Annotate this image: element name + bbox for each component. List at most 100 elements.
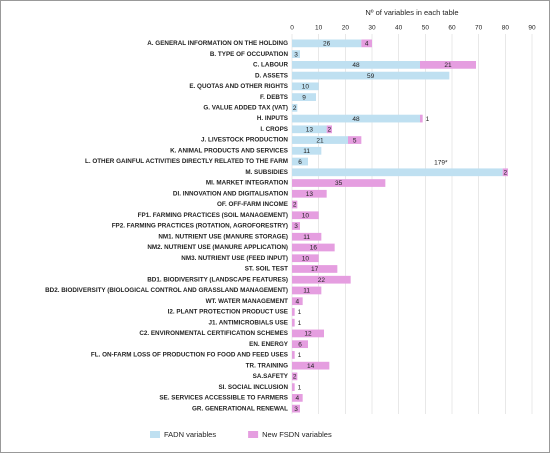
value-label: 48	[352, 62, 360, 69]
category-label: M. SUBSIDIES	[245, 169, 288, 176]
value-label: 35	[335, 180, 343, 187]
legend-swatch	[150, 431, 160, 438]
bar	[292, 71, 450, 80]
bar	[292, 157, 308, 166]
bar	[292, 372, 298, 381]
bar	[292, 103, 298, 112]
bar	[292, 189, 327, 198]
category-label: SI. SOCIAL INCLUSION	[218, 384, 288, 391]
bar	[292, 254, 319, 263]
value-label: 26	[323, 41, 331, 48]
value-label: 2	[328, 127, 332, 134]
category-label: A. GENERAL INFORMATION ON THE HOLDING	[147, 40, 288, 47]
bar	[292, 265, 338, 273]
value-label: 1	[298, 320, 302, 327]
value-label: 9	[302, 94, 306, 101]
bar	[292, 404, 300, 413]
bar	[292, 82, 319, 91]
category-label: F. DEBTS	[260, 94, 288, 101]
bar	[292, 232, 322, 241]
bar	[292, 125, 327, 134]
category-label: NM3. NUTRIENT USE (FEED INPUT)	[181, 255, 288, 262]
value-label: 4	[365, 41, 369, 48]
bar	[292, 179, 386, 187]
category-label: K. ANIMAL PRODUCTS AND SERVICES	[170, 147, 288, 154]
value-label: 2	[293, 374, 297, 381]
bar	[292, 114, 420, 123]
bar	[292, 383, 295, 392]
value-label: 179*	[434, 159, 448, 166]
category-label: NM1. NUTRIENT USE (MANURE STORAGE)	[158, 233, 288, 240]
bar	[292, 318, 295, 327]
bar	[292, 308, 295, 316]
value-label: 13	[306, 127, 314, 134]
value-label: 48	[352, 116, 360, 123]
value-label: 13	[306, 191, 314, 198]
legend-label: FADN variables	[164, 430, 216, 439]
value-label: 3	[294, 223, 298, 230]
value-label: 16	[310, 245, 318, 252]
x-tick-label: 10	[315, 25, 323, 32]
x-tick-label: 90	[528, 25, 536, 32]
category-label: C2. ENVIRONMENTAL CERTIFICATION SCHEMES	[139, 330, 288, 337]
x-tick-label: 80	[502, 25, 510, 32]
value-label: 2	[293, 202, 297, 209]
category-label: FP1. FARMING PRACTICES (SOIL MANAGEMENT)	[138, 212, 288, 219]
x-tick-label: 40	[395, 25, 403, 32]
bar	[292, 361, 330, 370]
category-label: ST. SOIL TEST	[245, 266, 288, 273]
legend-swatch	[248, 431, 259, 438]
bar	[292, 211, 319, 220]
x-tick-label: 70	[475, 25, 483, 32]
bar	[292, 243, 335, 252]
bar	[292, 168, 503, 177]
bar	[292, 60, 420, 69]
category-label: SA.SAFETY	[253, 373, 289, 380]
bar	[326, 125, 332, 134]
x-tick-label: 60	[448, 25, 456, 32]
value-label: 17	[311, 266, 319, 273]
x-tick-label: 0	[290, 25, 294, 32]
value-label: 14	[307, 363, 315, 370]
bar	[292, 222, 300, 230]
bar	[292, 200, 298, 209]
category-label: J. LIVESTOCK PRODUCTION	[201, 137, 288, 144]
legend-label: New FSDN variables	[262, 430, 332, 439]
category-label: SE. SERVICES ACCESSIBLE TO FARMERS	[159, 395, 288, 402]
value-label: 59	[367, 73, 375, 80]
category-label: J1. ANTIMICROBIALS USE	[208, 319, 288, 326]
value-label: 22	[318, 277, 326, 284]
category-label: BD1. BIODIVERSITY (LANDSCAPE FEATURES)	[147, 276, 288, 283]
value-label: 1	[298, 384, 302, 391]
chart-title: Nº of variables in each table	[365, 8, 458, 17]
value-label: 12	[304, 331, 312, 338]
value-label: 10	[302, 84, 310, 91]
bar	[502, 168, 508, 177]
category-label: NM2. NUTRIENT USE (MANURE APPLICATION)	[147, 244, 288, 251]
category-label: FL. ON-FARM LOSS OF PRODUCTION FO FOOD A…	[91, 352, 288, 359]
value-label: 11	[303, 234, 310, 241]
category-label: GR. GENERATIONAL RENEWAL	[192, 405, 288, 412]
bar	[292, 351, 295, 359]
bar	[292, 146, 322, 155]
bar	[292, 340, 308, 349]
value-label: 21	[316, 137, 324, 144]
bar	[292, 136, 348, 144]
value-label: 10	[302, 255, 310, 262]
value-label: 2	[504, 170, 508, 177]
category-label: H. INPUTS	[257, 115, 288, 122]
category-label: D. ASSETS	[255, 72, 288, 79]
value-label: 2	[293, 105, 297, 112]
value-label: 5	[353, 137, 357, 144]
category-label: C. LABOUR	[253, 62, 288, 69]
category-label: B. TYPE OF OCCUPATION	[210, 51, 289, 58]
category-label: G. VALUE ADDED TAX (VAT)	[203, 105, 288, 112]
bar	[420, 114, 423, 123]
value-label: 1	[426, 116, 430, 123]
value-label: 1	[298, 309, 302, 316]
bar	[292, 93, 316, 101]
x-tick-label: 30	[368, 25, 376, 32]
x-tick-label: 20	[342, 25, 350, 32]
